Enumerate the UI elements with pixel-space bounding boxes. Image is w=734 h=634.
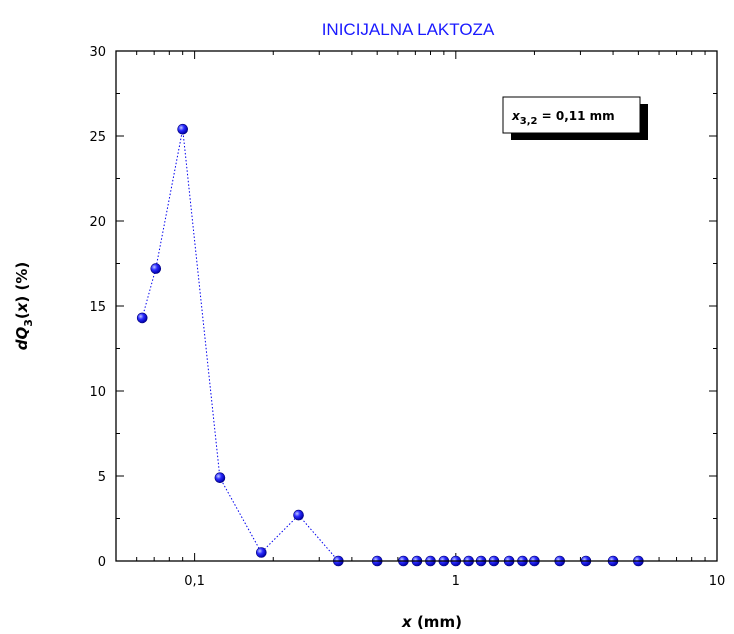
annotation-box: x3,2 = 0,11 mm bbox=[502, 96, 648, 140]
annotation-text: x3,2 = 0,11 mm bbox=[511, 109, 615, 127]
y-axis-var: x bbox=[13, 301, 31, 313]
y-tick-label: 30 bbox=[89, 45, 106, 60]
annotation-frame bbox=[502, 96, 641, 134]
y-axis-label: dQ3(x) (%) bbox=[13, 262, 35, 351]
annotation-var: x bbox=[511, 109, 521, 123]
y-tick-label: 25 bbox=[89, 130, 106, 145]
y-tick-label: 15 bbox=[89, 300, 106, 315]
x-axis-var: x bbox=[401, 613, 413, 631]
annotation-sub: 3,2 bbox=[520, 116, 538, 127]
y-axis-sub: 3 bbox=[22, 319, 35, 327]
chart-title: INICIJALNA LAKTOZA bbox=[322, 20, 495, 39]
y-axis-open: ( bbox=[13, 312, 31, 319]
data-point bbox=[150, 263, 162, 274]
tick-labels: 0 5 10 15 20 25 30 0,1 1 10 bbox=[89, 45, 725, 589]
data-point bbox=[255, 547, 267, 558]
y-tick-label: 20 bbox=[89, 215, 106, 230]
data-point bbox=[214, 472, 226, 484]
data-point bbox=[177, 123, 188, 135]
x-axis-label: x (mm) bbox=[401, 613, 462, 631]
plot-area-frame bbox=[115, 50, 718, 562]
y-tick-label: 5 bbox=[98, 470, 106, 485]
y-axis-prefix: dQ bbox=[13, 327, 31, 351]
series-line bbox=[141, 129, 639, 562]
x-tick-label: 0,1 bbox=[184, 574, 205, 589]
data-point bbox=[293, 509, 304, 521]
series-line-layer bbox=[141, 129, 639, 562]
x-tick-label: 10 bbox=[709, 574, 726, 589]
x-tick-label: 1 bbox=[452, 574, 460, 589]
series-point-layer bbox=[136, 123, 644, 567]
y-axis-close: ) (%) bbox=[13, 262, 31, 303]
annotation-value: = 0,11 mm bbox=[537, 109, 614, 123]
y-tick-label: 0 bbox=[98, 555, 106, 570]
data-point bbox=[136, 312, 148, 324]
x-axis-unit: (mm) bbox=[412, 613, 462, 631]
y-tick-label: 10 bbox=[89, 385, 106, 400]
